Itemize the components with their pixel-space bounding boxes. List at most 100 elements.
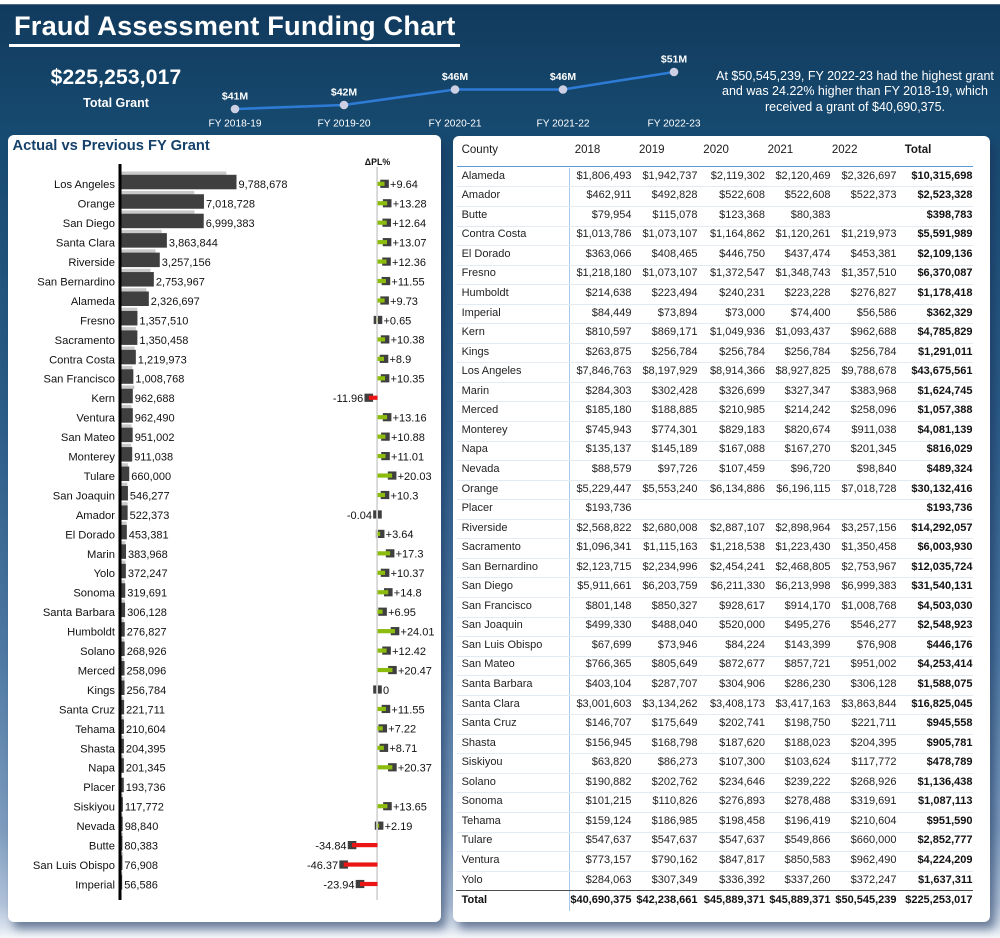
svg-text:0: 0	[383, 685, 389, 697]
svg-text:+24.01: +24.01	[401, 626, 435, 638]
svg-text:$46M: $46M	[550, 71, 577, 83]
svg-text:1,357,510: 1,357,510	[139, 315, 188, 327]
svg-text:San Bernardino: San Bernardino	[37, 276, 115, 288]
svg-text:319,691: 319,691	[127, 588, 167, 600]
svg-text:+11.01: +11.01	[391, 451, 424, 463]
svg-text:Sacramento: Sacramento	[55, 335, 115, 347]
svg-text:FY 2018-19: FY 2018-19	[208, 119, 261, 130]
svg-text:+10.88: +10.88	[391, 432, 425, 444]
svg-text:911,038: 911,038	[134, 452, 173, 464]
svg-text:Yolo: Yolo	[94, 568, 115, 580]
svg-text:+9.64: +9.64	[390, 179, 418, 191]
svg-text:210,604: 210,604	[126, 724, 166, 736]
svg-text:Contra Costa: Contra Costa	[49, 354, 116, 366]
svg-text:+20.03: +20.03	[398, 471, 432, 483]
svg-text:+10.37: +10.37	[391, 568, 425, 580]
svg-text:+10.35: +10.35	[391, 374, 425, 386]
svg-text:Siskiyou: Siskiyou	[73, 802, 115, 814]
svg-text:258,096: 258,096	[127, 665, 167, 677]
svg-text:Ventura: Ventura	[76, 413, 115, 425]
svg-text:Solano: Solano	[80, 646, 115, 658]
svg-text:276,827: 276,827	[127, 627, 167, 639]
svg-text:+10.3: +10.3	[391, 490, 419, 502]
svg-text:+8.9: +8.9	[390, 354, 412, 366]
svg-text:204,395: 204,395	[126, 743, 166, 755]
svg-text:Nevada: Nevada	[76, 821, 115, 833]
svg-text:+10.38: +10.38	[391, 335, 425, 347]
svg-text:Kings: Kings	[87, 685, 115, 697]
svg-text:+13.65: +13.65	[393, 802, 427, 814]
svg-text:3,257,156: 3,257,156	[162, 257, 211, 269]
svg-text:Kern: Kern	[91, 393, 115, 405]
svg-text:201,345: 201,345	[126, 763, 166, 775]
svg-text:306,128: 306,128	[127, 607, 167, 619]
svg-text:Santa Cruz: Santa Cruz	[59, 704, 115, 716]
svg-text:+20.37: +20.37	[398, 763, 432, 775]
svg-text:Shasta: Shasta	[80, 743, 116, 755]
svg-text:2,753,967: 2,753,967	[156, 276, 205, 288]
svg-text:Santa Clara: Santa Clara	[56, 238, 116, 250]
svg-text:$42M: $42M	[331, 87, 358, 99]
svg-text:221,711: 221,711	[126, 704, 165, 716]
svg-text:-23.94: -23.94	[323, 879, 354, 891]
svg-text:San Joaquin: San Joaquin	[53, 490, 115, 502]
svg-text:2,326,697: 2,326,697	[151, 296, 200, 308]
svg-text:Alameda: Alameda	[71, 296, 116, 308]
svg-text:660,000: 660,000	[131, 471, 171, 483]
svg-text:San Diego: San Diego	[63, 218, 115, 230]
svg-text:El Dorado: El Dorado	[65, 529, 115, 541]
svg-text:7,018,728: 7,018,728	[206, 199, 255, 211]
svg-text:+12.36: +12.36	[392, 257, 426, 269]
svg-text:Fresno: Fresno	[80, 315, 115, 327]
svg-text:+12.42: +12.42	[392, 646, 426, 658]
svg-text:+9.73: +9.73	[390, 296, 418, 308]
svg-text:1,219,973: 1,219,973	[138, 354, 187, 366]
svg-text:453,381: 453,381	[129, 529, 169, 541]
svg-text:+0.65: +0.65	[383, 315, 411, 327]
svg-text:-46.37: -46.37	[307, 860, 338, 872]
svg-text:+13.16: +13.16	[393, 413, 427, 425]
svg-text:1,008,768: 1,008,768	[135, 374, 184, 386]
svg-text:$51M: $51M	[661, 54, 688, 66]
svg-text:+6.95: +6.95	[388, 607, 416, 619]
svg-text:-0.04: -0.04	[347, 510, 372, 522]
svg-text:+11.55: +11.55	[391, 704, 424, 716]
svg-text:$41M: $41M	[222, 91, 249, 103]
svg-text:+3.64: +3.64	[386, 529, 414, 541]
svg-text:Tehama: Tehama	[75, 724, 116, 736]
svg-text:98,840: 98,840	[125, 821, 159, 833]
svg-text:80,383: 80,383	[124, 841, 158, 853]
svg-text:372,247: 372,247	[128, 568, 168, 580]
svg-text:+14.8: +14.8	[394, 588, 422, 600]
svg-text:1,350,458: 1,350,458	[139, 335, 188, 347]
svg-text:3,863,844: 3,863,844	[169, 238, 218, 250]
svg-text:FY 2020-21: FY 2020-21	[428, 119, 481, 130]
svg-text:268,926: 268,926	[127, 646, 167, 658]
svg-text:San Francisco: San Francisco	[43, 374, 115, 386]
svg-text:962,688: 962,688	[135, 393, 175, 405]
svg-text:Orange: Orange	[78, 199, 115, 211]
svg-text:76,908: 76,908	[124, 860, 158, 872]
svg-text:FY 2021-22: FY 2021-22	[536, 119, 589, 130]
svg-text:-34.84: -34.84	[315, 840, 346, 852]
svg-text:Humboldt: Humboldt	[67, 627, 116, 639]
svg-text:6,999,383: 6,999,383	[206, 218, 255, 230]
svg-text:FY 2019-20: FY 2019-20	[317, 119, 370, 130]
svg-text:193,736: 193,736	[126, 782, 166, 794]
svg-text:+11.55: +11.55	[391, 276, 424, 288]
svg-text:Amador: Amador	[76, 510, 115, 522]
svg-text:256,784: 256,784	[127, 685, 167, 697]
svg-text:San Mateo: San Mateo	[61, 432, 115, 444]
svg-text:$46M: $46M	[442, 71, 469, 83]
svg-text:117,772: 117,772	[125, 802, 164, 814]
svg-text:Merced: Merced	[78, 665, 115, 677]
svg-text:962,490: 962,490	[135, 413, 175, 425]
svg-text:Imperial: Imperial	[75, 879, 115, 891]
svg-text:Sonoma: Sonoma	[73, 588, 115, 600]
svg-text:+8.71: +8.71	[389, 743, 417, 755]
svg-text:+7.22: +7.22	[388, 724, 416, 736]
svg-text:+13.28: +13.28	[393, 199, 427, 211]
svg-text:9,788,678: 9,788,678	[239, 179, 288, 191]
svg-text:+13.07: +13.07	[393, 237, 427, 249]
svg-text:Los Angeles: Los Angeles	[54, 179, 115, 191]
